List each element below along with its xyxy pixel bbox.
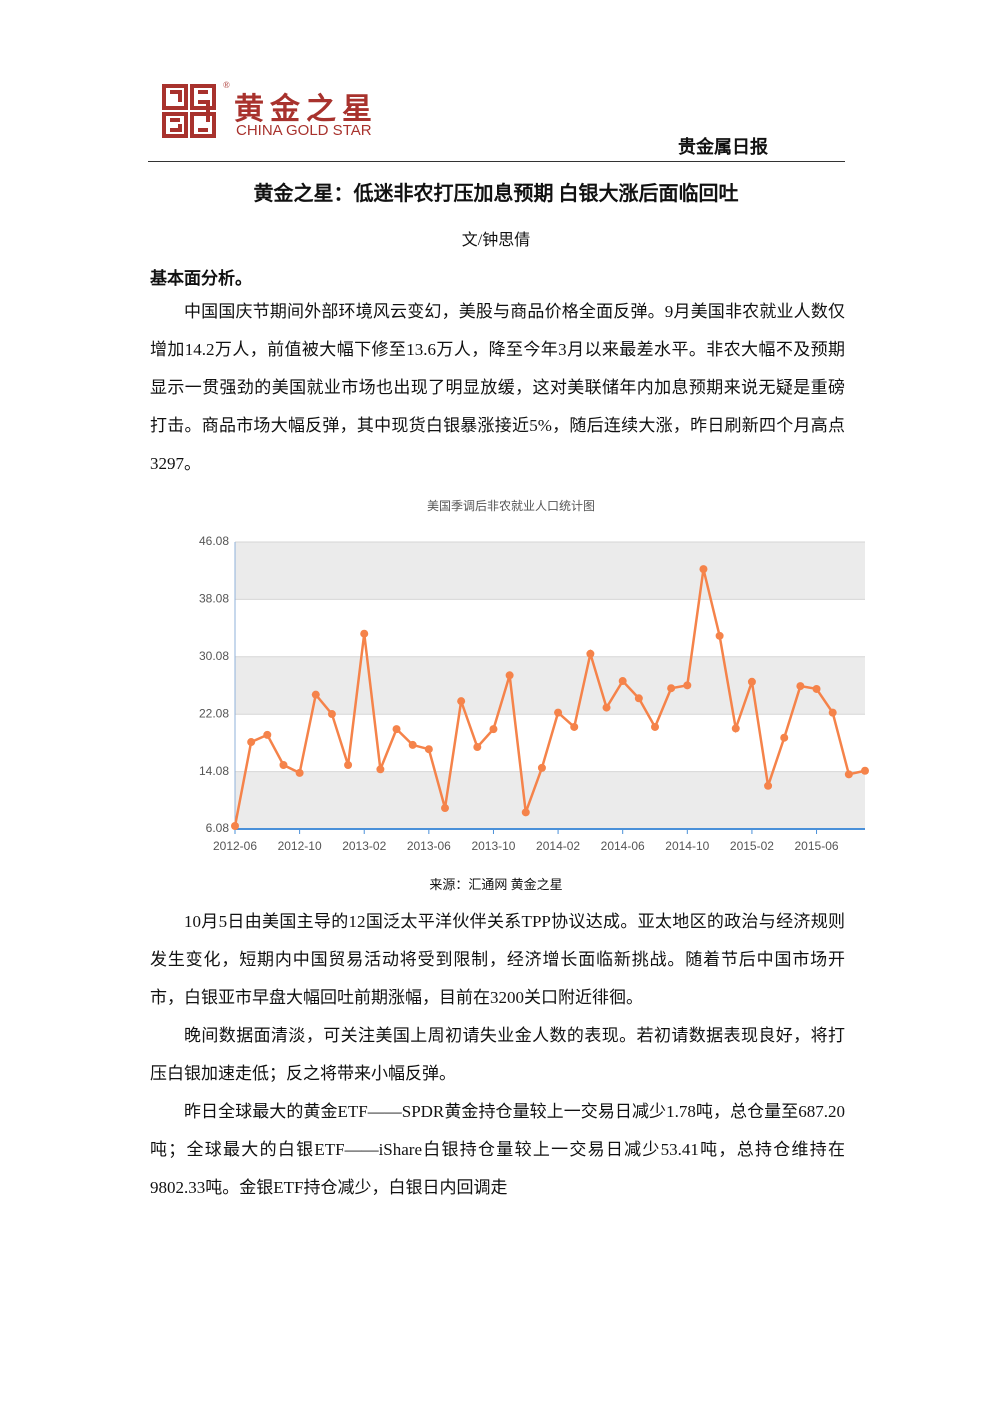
data-point	[634, 694, 643, 703]
data-point	[715, 631, 724, 640]
data-point	[408, 740, 417, 749]
x-tick-label: 2012-06	[213, 839, 257, 853]
data-point	[844, 770, 853, 779]
report-name: 贵金属日报	[678, 137, 768, 158]
data-line	[233, 568, 866, 827]
paragraph: 中国国庆节期间外部环境风云变幻，美股与商品价格全面反弹。9月美国非农就业人数仅增…	[150, 302, 845, 473]
data-point	[602, 703, 611, 712]
y-tick-label: 46.08	[199, 534, 229, 548]
chart: 美国季调后非农就业人口统计图 6.08 14.08 22.08 30.08 38.08 4…	[199, 499, 869, 853]
logo-mark: ®	[223, 80, 230, 90]
data-point	[731, 724, 740, 733]
paragraph: 晚间数据面清淡，可关注美国上周初请失业金人数的表现。若初请数据表现良好，将打压白…	[150, 1026, 845, 1083]
paragraph: 10月5日由美国主导的12国泛太平洋伙伴关系TPP协议达成。亚太地区的政治与经济…	[150, 912, 845, 1007]
data-point	[360, 629, 369, 638]
data-point	[441, 804, 449, 813]
data-point	[699, 565, 708, 574]
y-tick-label: 30.08	[199, 649, 229, 663]
data-point	[311, 690, 320, 699]
x-tick-label: 2012-10	[278, 839, 322, 853]
x-tick-label: 2013-06	[407, 839, 451, 853]
data-point	[489, 725, 498, 734]
data-point	[263, 730, 272, 739]
logo-symbol	[162, 84, 216, 138]
data-point	[295, 768, 304, 777]
data-point	[279, 760, 288, 769]
data-point	[231, 821, 239, 830]
title: 黄金之星：低迷非农打压加息预期 白银大涨后面临回吐	[253, 183, 739, 205]
data-point	[247, 738, 256, 747]
data-point	[764, 781, 773, 790]
data-point	[651, 722, 659, 731]
data-point	[554, 708, 563, 717]
x-tick-label: 2014-10	[665, 839, 709, 853]
data-point	[424, 745, 433, 754]
plot-band	[235, 771, 865, 829]
y-tick-label: 22.08	[199, 706, 229, 720]
data-point	[828, 708, 837, 717]
body-after: 10月5日由美国主导的12国泛太平洋伙伴关系TPP协议达成。亚太地区的政治与经济…	[150, 903, 845, 1207]
y-tick-label: 6.08	[206, 821, 230, 835]
data-point	[796, 682, 805, 691]
data-point	[667, 684, 676, 693]
plot-band	[235, 599, 865, 657]
x-tick-label: 2015-06	[795, 839, 839, 853]
paragraph: 昨日全球最大的黄金ETF——SPDR黄金持仓量较上一交易日减少1.78吨，总仓量…	[150, 1102, 845, 1197]
x-tick-label: 2013-10	[471, 839, 515, 853]
logo-en: CHINA GOLD STAR	[236, 122, 372, 139]
data-point	[570, 722, 579, 731]
data-point	[861, 766, 869, 775]
y-tick-label: 38.08	[199, 592, 229, 606]
data-point	[392, 725, 401, 734]
data-point	[327, 710, 336, 719]
x-tick-label: 2013-02	[342, 839, 386, 853]
section-heading: 基本面分析。	[150, 269, 252, 288]
data-point	[586, 649, 595, 658]
data-point	[537, 763, 546, 772]
x-tick-label: 2014-02	[536, 839, 580, 853]
data-point	[747, 677, 756, 686]
x-tick-label: 2015-02	[730, 839, 774, 853]
author: 文/钟思倩	[461, 232, 531, 249]
data-point	[683, 681, 692, 690]
logo-name: 黄金之星	[234, 93, 378, 126]
header-rule	[148, 161, 845, 162]
data-point	[376, 765, 385, 774]
plot-band	[235, 542, 865, 600]
data-point	[473, 743, 482, 752]
chart-source: 来源：汇通网 黄金之星	[429, 877, 563, 892]
body-before: 中国国庆节期间外部环境风云变幻，美股与商品价格全面反弹。9月美国非农就业人数仅增…	[150, 293, 845, 483]
data-point	[521, 808, 530, 817]
x-tick-label: 2014-06	[601, 839, 645, 853]
chart-title: 美国季调后非农就业人口统计图	[427, 499, 595, 513]
data-point	[505, 671, 514, 680]
data-point	[812, 684, 821, 693]
data-point	[618, 677, 627, 686]
plot-band	[235, 656, 865, 715]
data-point	[344, 760, 353, 769]
data-point	[457, 697, 466, 706]
y-tick-label: 14.08	[199, 764, 229, 778]
data-point	[780, 733, 789, 742]
